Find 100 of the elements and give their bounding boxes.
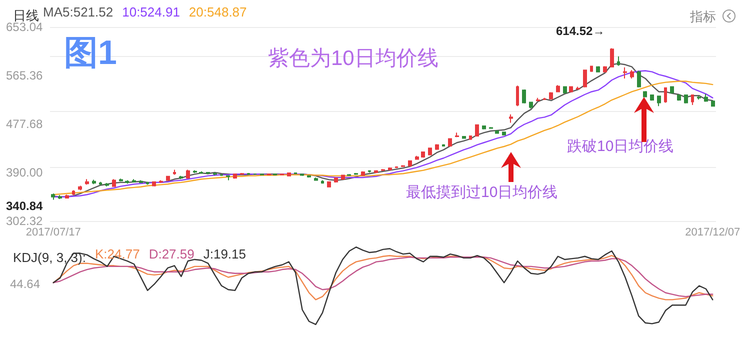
- candlestick: [179, 175, 183, 180]
- candlestick: [374, 170, 378, 174]
- candlestick: [341, 174, 345, 180]
- candlestick: [670, 86, 674, 94]
- candlestick: [199, 170, 203, 174]
- candlestick: [206, 171, 210, 175]
- candlestick: [166, 175, 170, 182]
- candlestick: [657, 95, 661, 107]
- candlestick: [213, 172, 217, 176]
- candlestick: [455, 132, 459, 138]
- candlestick: [119, 178, 123, 182]
- candlestick: [630, 70, 634, 79]
- y-tick-label: 565.36: [6, 68, 44, 82]
- candlestick: [469, 134, 472, 140]
- candlestick: [610, 48, 614, 68]
- candlestick: [381, 168, 385, 172]
- series-label: D:27.59: [148, 246, 194, 262]
- candlestick: [314, 176, 318, 182]
- candlestick: [522, 89, 526, 104]
- candlestick: [112, 178, 116, 188]
- annotation: 614.52→: [556, 24, 605, 38]
- y-tick-label: 302.32: [6, 214, 44, 228]
- candlestick: [569, 86, 573, 93]
- annotation: 跌破10日均价线: [567, 137, 674, 156]
- candlestick: [92, 179, 96, 185]
- x-tick-label: 2017/07/17: [26, 226, 81, 238]
- candlestick: [435, 144, 439, 150]
- candlestick: [287, 172, 291, 177]
- candlestick: [139, 180, 143, 184]
- candlestick: [563, 86, 567, 94]
- chart-title: 日线: [13, 8, 39, 23]
- candlestick: [448, 138, 452, 147]
- candlestick: [152, 180, 156, 187]
- annotation: 图1: [64, 33, 117, 74]
- candlestick: [226, 174, 230, 181]
- candlestick: [159, 180, 163, 184]
- candlestick: [677, 94, 681, 102]
- candlestick: [99, 181, 102, 186]
- candlestick: [85, 178, 89, 186]
- text: 指标: [690, 8, 716, 26]
- candlestick: [300, 173, 304, 176]
- candlestick: [58, 194, 62, 200]
- candlestick: [691, 94, 694, 106]
- candlestick: [105, 182, 109, 187]
- candlestick: [583, 69, 587, 88]
- candlestick: [233, 173, 237, 180]
- annotation: 最低摸到过10日均价线: [406, 183, 558, 202]
- candlestick: [327, 180, 331, 188]
- candlestick: [415, 155, 419, 160]
- candlestick: [603, 66, 607, 73]
- candlestick: [334, 176, 338, 183]
- candlestick: [489, 126, 493, 130]
- candlestick: [193, 170, 197, 174]
- candlestick: [267, 173, 271, 176]
- candlestick: [623, 66, 627, 79]
- candlestick: [408, 160, 412, 167]
- candlestick: [704, 93, 708, 102]
- candlestick: [347, 174, 351, 176]
- series-label: J:19.15: [203, 246, 246, 262]
- candlestick: [78, 185, 82, 191]
- candlestick: [516, 85, 519, 107]
- candlestick: [220, 174, 223, 176]
- candlestick: [590, 65, 593, 72]
- candlestick: [643, 90, 647, 98]
- candlestick: [637, 70, 641, 88]
- candlestick: [536, 97, 540, 102]
- candlestick: [72, 190, 75, 196]
- candlestick: [509, 114, 513, 124]
- candlestick: [442, 144, 445, 147]
- candlestick: [711, 100, 715, 108]
- text: 44.64: [10, 277, 40, 291]
- candlestick: [125, 180, 129, 184]
- candlestick: [421, 150, 425, 158]
- text: 20:548.87: [188, 4, 247, 20]
- candlestick: [321, 180, 324, 184]
- candlestick: [247, 172, 250, 176]
- text: MA5:521.52: [43, 4, 114, 20]
- candlestick: [529, 101, 533, 109]
- candlestick: [173, 169, 176, 176]
- candlestick: [388, 167, 392, 171]
- candlestick: [596, 66, 600, 73]
- candlestick: [462, 135, 466, 140]
- candlestick: [617, 56, 620, 66]
- candlestick: [280, 173, 284, 176]
- y-tick-label: 477.68: [6, 117, 44, 131]
- candlestick: [51, 193, 55, 200]
- text: 340.84: [6, 199, 43, 213]
- candlestick: [401, 164, 405, 168]
- y-tick-label: 390.00: [6, 166, 44, 180]
- candlestick: [543, 97, 546, 101]
- candlestick: [146, 181, 149, 186]
- candlestick: [65, 194, 69, 199]
- candlestick: [294, 172, 297, 175]
- candlestick: [354, 172, 358, 176]
- series-label: K:24.77: [95, 246, 140, 262]
- candlestick: [186, 169, 190, 180]
- text: 10:524.91: [122, 4, 180, 20]
- y-tick-label: 653.04: [6, 20, 44, 34]
- candlestick: [368, 170, 371, 173]
- candlestick: [549, 92, 553, 100]
